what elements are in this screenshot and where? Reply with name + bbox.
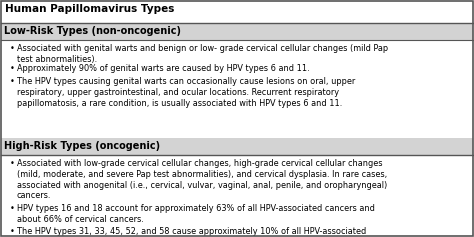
- Text: •: •: [10, 227, 15, 236]
- Text: Associated with low-grade cervical cellular changes, high-grade cervical cellula: Associated with low-grade cervical cellu…: [17, 159, 387, 200]
- Text: •: •: [10, 64, 15, 73]
- Bar: [1, 138, 473, 155]
- Text: •: •: [10, 77, 15, 86]
- Bar: [1, 23, 473, 40]
- Bar: [1, 40, 473, 138]
- Text: HPV types 16 and 18 account for approximately 63% of all HPV-associated cancers : HPV types 16 and 18 account for approxim…: [17, 204, 375, 224]
- Bar: [1, 1, 473, 23]
- Text: Human Papillomavirus Types: Human Papillomavirus Types: [5, 4, 174, 14]
- Text: •: •: [10, 204, 15, 213]
- Text: The HPV types 31, 33, 45, 52, and 58 cause approximately 10% of all HPV-associat: The HPV types 31, 33, 45, 52, and 58 cau…: [17, 227, 366, 237]
- Text: The HPV types causing genital warts can occasionally cause lesions on oral, uppe: The HPV types causing genital warts can …: [17, 77, 355, 108]
- Text: •: •: [10, 159, 15, 168]
- Text: High-Risk Types (oncogenic): High-Risk Types (oncogenic): [4, 141, 160, 151]
- Text: •: •: [10, 44, 15, 53]
- Bar: [1, 155, 473, 236]
- Text: Low-Risk Types (non-oncogenic): Low-Risk Types (non-oncogenic): [4, 26, 181, 36]
- Text: Associated with genital warts and benign or low- grade cervical cellular changes: Associated with genital warts and benign…: [17, 44, 388, 64]
- Text: Approximately 90% of genital warts are caused by HPV types 6 and 11.: Approximately 90% of genital warts are c…: [17, 64, 310, 73]
